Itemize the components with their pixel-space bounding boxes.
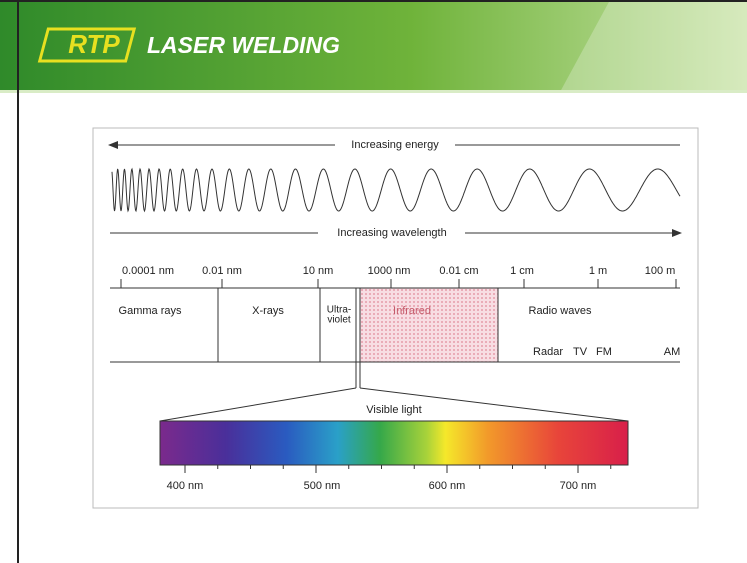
arrowhead [672, 229, 682, 237]
infrared-band [360, 288, 498, 362]
scale-label: 10 nm [303, 265, 334, 277]
slide-title: LASER WELDING [147, 32, 340, 58]
scale-label: 1 m [589, 265, 607, 277]
radio-sub: AM [664, 346, 681, 358]
band-label: Ultra- [327, 305, 351, 316]
header-shape [560, 0, 747, 92]
logo-frame [37, 27, 137, 63]
scale-label: 1 cm [510, 265, 534, 277]
logo: RTP [68, 29, 120, 59]
radio-sub: TV [573, 346, 588, 358]
visible-label: Visible light [366, 404, 421, 416]
zoom-line [159, 387, 357, 422]
energy-label: Increasing energy [351, 139, 439, 151]
band-label: Infrared [393, 305, 431, 317]
header-band [0, 0, 747, 92]
visible-scale: 400 nm 500 nm 600 nm 700 nm [167, 465, 612, 492]
scale-label: 0.01 nm [202, 265, 242, 277]
scale-label: 0.01 cm [439, 265, 478, 277]
arrowhead [108, 141, 118, 149]
visible-scale-label: 500 nm [304, 480, 341, 492]
scale-label: 100 m [645, 265, 676, 277]
wavelength-label: Increasing wavelength [337, 227, 446, 239]
zoom-line [359, 387, 629, 422]
radio-sub: Radar [533, 346, 563, 358]
band-label: X-rays [252, 305, 284, 317]
wave [111, 167, 681, 213]
scale: 0.0001 nm 0.01 nm 10 nm 1000 nm 0.01 cm 1 cm 1… [120, 265, 677, 288]
radio-sub: FM [596, 346, 612, 358]
header-rule [0, 90, 747, 93]
band-label: Gamma rays [119, 305, 182, 317]
visible-scale-label: 400 nm [167, 480, 204, 492]
visible-scale-label: 700 nm [560, 480, 597, 492]
scale-label: 1000 nm [368, 265, 411, 277]
scale-label: 0.0001 nm [122, 265, 174, 277]
visible-spectrum [159, 420, 629, 466]
band-label: Radio waves [529, 305, 592, 317]
visible-scale-label: 600 nm [429, 480, 466, 492]
band-label: violet [327, 315, 351, 326]
